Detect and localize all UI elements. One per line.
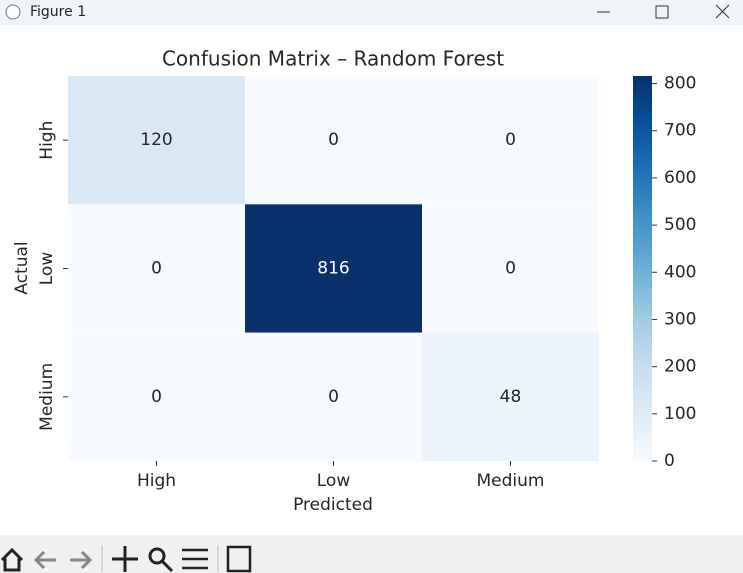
x-tick-label: Medium — [477, 471, 545, 491]
colorbar-tick-label: 100 — [664, 404, 696, 424]
cell-label: 48 — [500, 387, 522, 407]
cell-label: 0 — [505, 259, 516, 279]
cell — [68, 204, 245, 333]
cell — [68, 76, 245, 205]
zoom-handle — [160, 559, 174, 573]
y-tick-label: Low — [37, 252, 57, 286]
colorbar-tick-label: 200 — [664, 357, 696, 377]
x-axis-label: Predicted — [293, 495, 373, 515]
colorbar-tick-label: 300 — [664, 309, 696, 329]
cell-label: 816 — [317, 259, 349, 279]
configure-button[interactable] — [182, 548, 208, 570]
colorbar-tick-label: 400 — [664, 262, 696, 282]
cell — [245, 76, 422, 205]
toolbar — [0, 535, 743, 573]
zoom-button[interactable] — [148, 547, 166, 565]
colorbar — [633, 76, 652, 461]
forward-button[interactable] — [70, 550, 93, 570]
colorbar-tick-label: 600 — [664, 168, 696, 188]
x-tick-label: Low — [317, 471, 351, 491]
cell — [422, 204, 599, 333]
save-button[interactable] — [226, 545, 252, 573]
colorbar-tick-label: 500 — [664, 215, 696, 235]
cell-label: 0 — [328, 387, 339, 407]
cell — [245, 204, 422, 333]
cell — [422, 332, 599, 461]
pan-button[interactable] — [112, 546, 138, 572]
cell-label: 0 — [328, 130, 339, 150]
colorbar-tick-label: 700 — [664, 121, 696, 141]
colorbar-tick-label: 0 — [664, 451, 675, 471]
title-bar — [0, 0, 743, 25]
y-tick-label: High — [37, 121, 57, 160]
app-icon — [5, 4, 21, 20]
cell-label: 0 — [505, 130, 516, 150]
cell — [422, 76, 599, 205]
home-button[interactable] — [0, 547, 24, 572]
colorbar-tick-label: 800 — [664, 74, 696, 94]
cell-label: 120 — [140, 130, 172, 150]
x-tick-label: High — [137, 471, 176, 491]
y-tick-label: Medium — [37, 363, 57, 431]
window-title: Figure 1 — [30, 4, 86, 20]
maximize-button[interactable] — [655, 5, 669, 19]
y-axis-label: Actual — [12, 241, 32, 294]
chart-title: Confusion Matrix – Random Forest — [162, 47, 504, 71]
cell-label: 0 — [151, 259, 162, 279]
cell-label: 0 — [151, 387, 162, 407]
cell — [68, 332, 245, 461]
cell — [245, 332, 422, 461]
close-button[interactable] — [715, 4, 730, 19]
back-button[interactable] — [33, 550, 56, 570]
